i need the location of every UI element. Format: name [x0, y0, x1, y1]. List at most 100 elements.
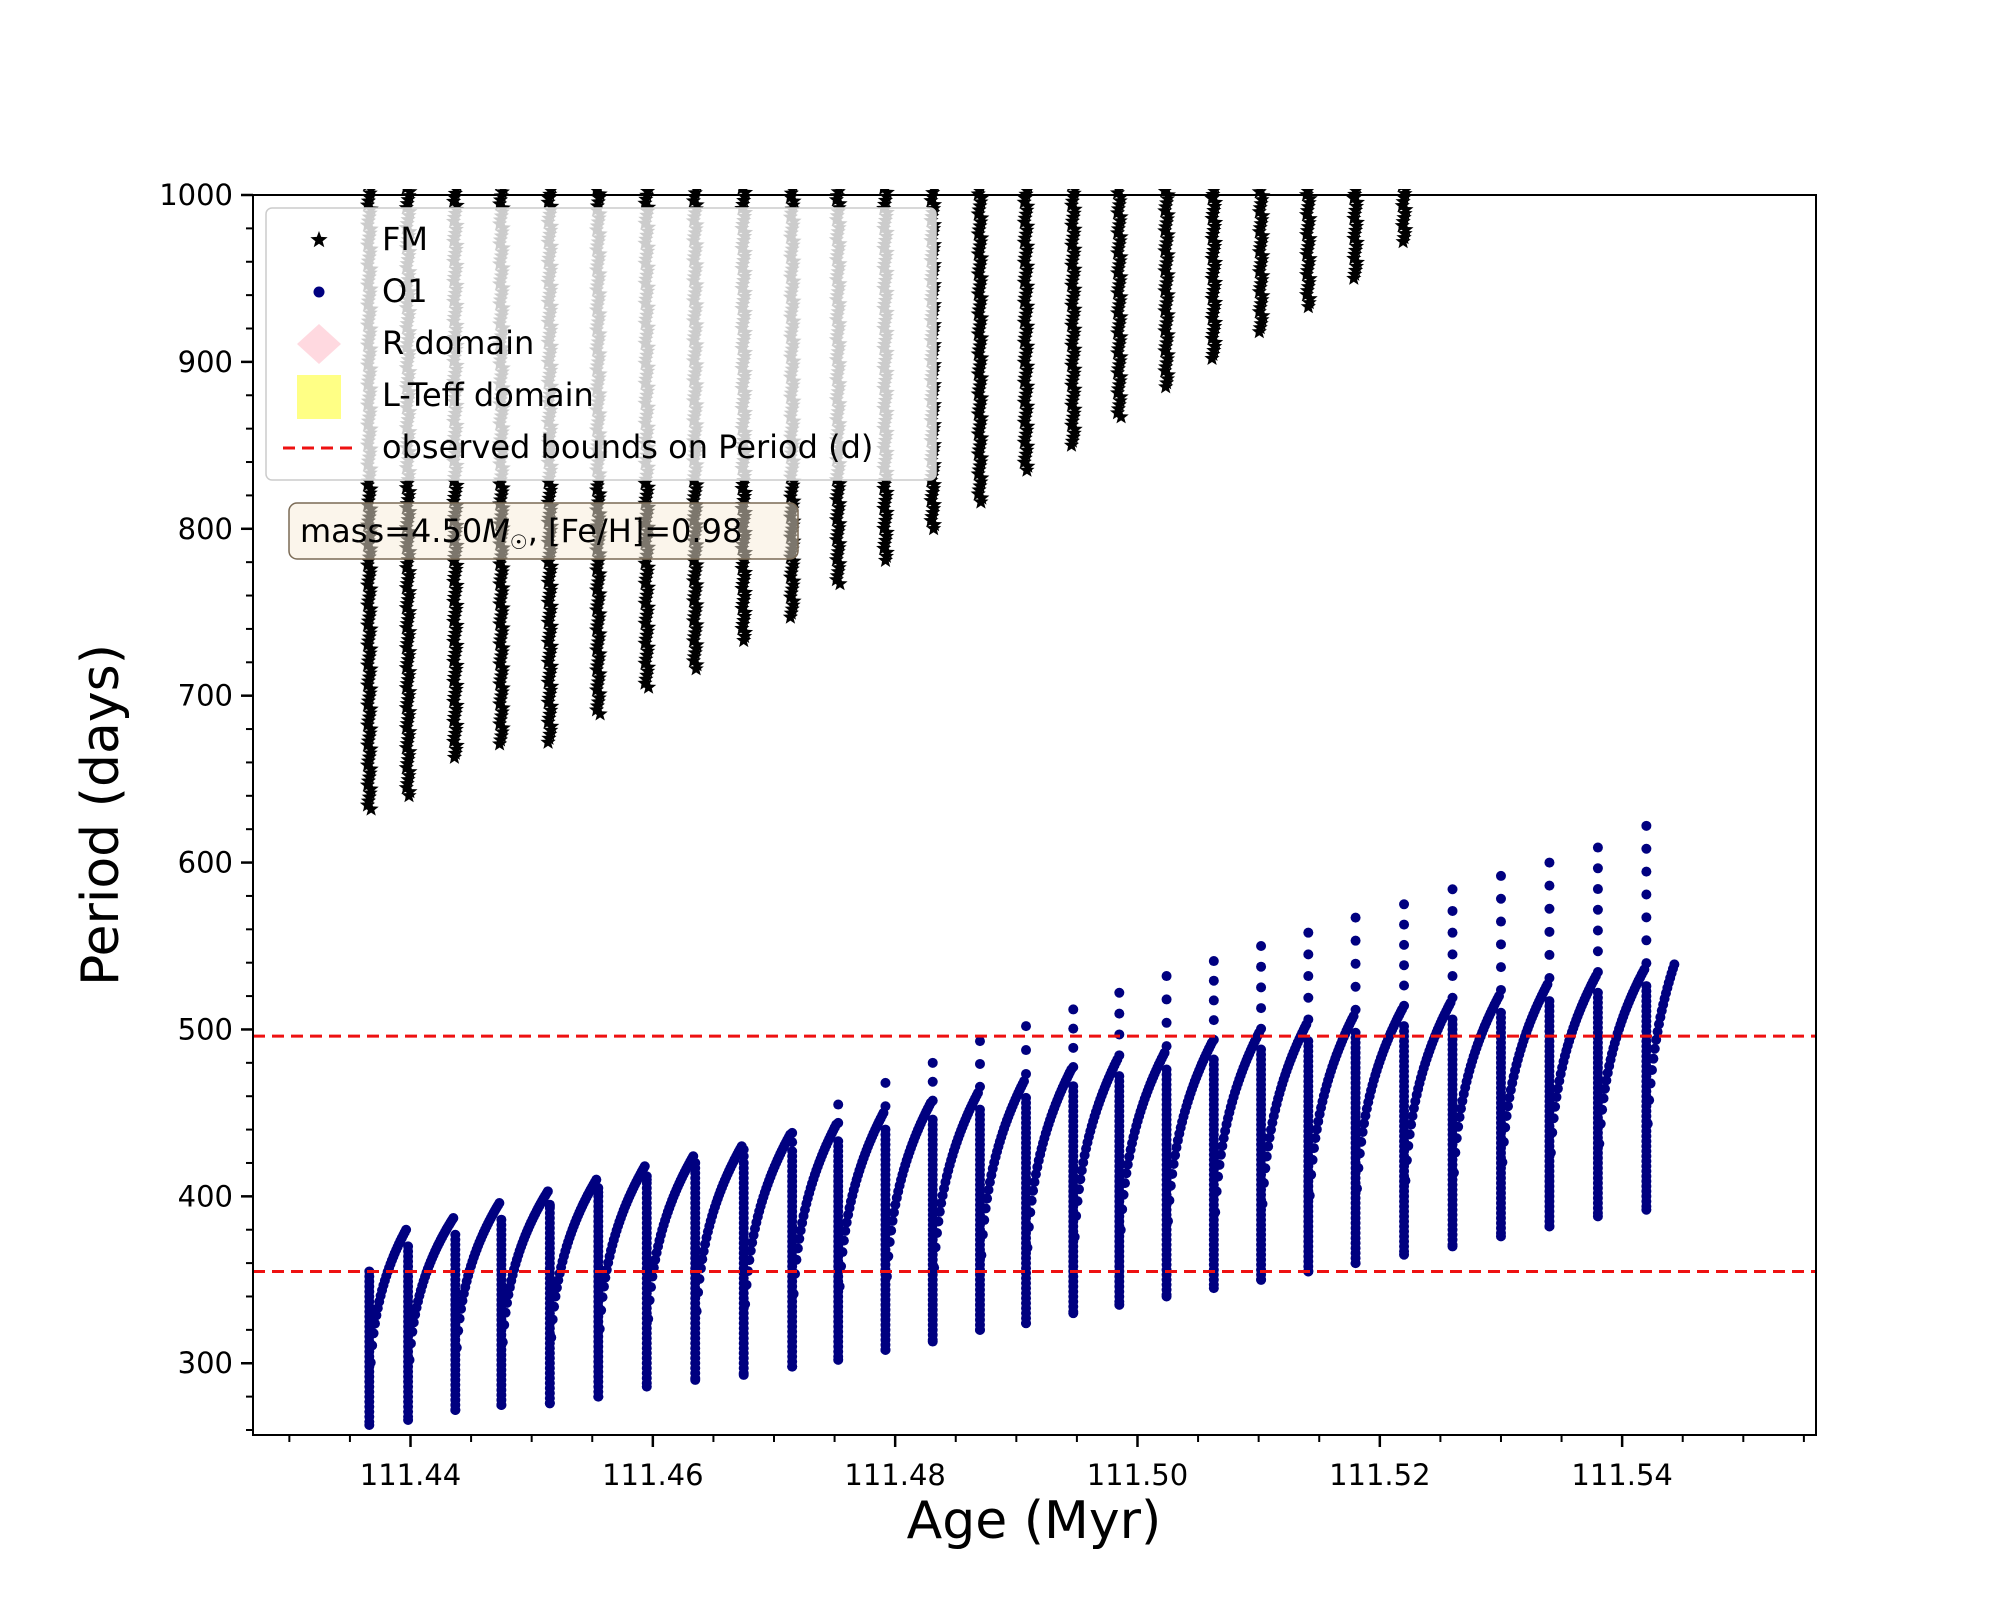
o1-point — [833, 1354, 844, 1365]
o1-point — [977, 1229, 988, 1240]
o1-point — [1399, 939, 1410, 950]
o1-point — [403, 1414, 414, 1425]
o1-point — [1028, 1185, 1039, 1196]
o1-point — [1165, 1180, 1176, 1191]
o1-point — [1117, 1204, 1128, 1215]
o1-point — [1495, 962, 1506, 973]
o1-point — [1021, 1068, 1032, 1079]
o1-point — [1359, 1118, 1370, 1129]
o1-point — [787, 1127, 798, 1138]
axis-ticks: 300 400 500 600 700 800 900 1000 111.44 111.46 111… — [159, 178, 1805, 1492]
o1-point — [1651, 1034, 1662, 1045]
o1-point — [1303, 971, 1314, 982]
o1-point — [1642, 1118, 1653, 1129]
o1-point — [1114, 1008, 1125, 1019]
fm-star-point — [1255, 189, 1265, 195]
o1-point — [1118, 1189, 1129, 1200]
o1-point — [1645, 1078, 1656, 1089]
legend-box — [265, 207, 937, 481]
o1-point — [1256, 1274, 1267, 1285]
o1-point — [1453, 1121, 1464, 1132]
o1-point — [976, 1250, 987, 1261]
y-tick-label: 700 — [178, 679, 233, 713]
o1-point — [1256, 941, 1267, 952]
o1-point — [1356, 1136, 1367, 1147]
o1-point — [1068, 1308, 1079, 1319]
o1-point — [1022, 1242, 1033, 1253]
o1-point — [697, 1254, 708, 1265]
o1-point — [1404, 1129, 1415, 1140]
o1-point — [1545, 1147, 1556, 1158]
o1-point — [1599, 1083, 1610, 1094]
o1-point — [886, 1225, 897, 1236]
x-tick-label: 111.54 — [1571, 1458, 1672, 1492]
o1-point — [738, 1369, 749, 1380]
y-tick-label: 1000 — [159, 178, 233, 212]
y-tick-label: 600 — [178, 846, 233, 880]
o1-point — [1021, 1021, 1032, 1032]
o1-point — [1076, 1165, 1087, 1176]
o1-point — [644, 1295, 655, 1306]
o1-point — [1641, 820, 1652, 831]
axes-frame — [252, 194, 1817, 1436]
fm-star-point — [691, 189, 701, 196]
o1-point — [883, 1251, 894, 1262]
o1-point — [1353, 1163, 1364, 1174]
o1-point — [1592, 925, 1603, 936]
o1-point — [1303, 927, 1314, 938]
o1-point — [1029, 1176, 1040, 1187]
o1-point — [1122, 1159, 1133, 1170]
o1-point — [1261, 1151, 1272, 1162]
o1-point — [597, 1292, 608, 1303]
fm-star-point — [592, 189, 603, 193]
fm-star-point — [788, 189, 798, 192]
o1-point — [837, 1247, 848, 1258]
legend-label-o1: O1 — [382, 272, 428, 310]
o1-point — [1551, 1092, 1562, 1103]
o1-point — [1161, 1017, 1172, 1028]
o1-point — [593, 1391, 604, 1402]
annotation-sun-subscript: ☉ — [510, 530, 528, 554]
o1-point — [974, 1036, 985, 1047]
o1-point — [494, 1198, 505, 1209]
y-tick-label: 500 — [178, 1012, 233, 1046]
o1-point — [1548, 1113, 1559, 1124]
o1-point — [1311, 1124, 1322, 1135]
o1-point — [838, 1235, 849, 1246]
o1-point — [1303, 992, 1314, 1003]
o1-point — [1161, 994, 1172, 1005]
o1-point — [884, 1237, 895, 1248]
x-tick-label: 111.52 — [1329, 1458, 1430, 1492]
o1-point — [936, 1198, 947, 1209]
o1-point — [1075, 1174, 1086, 1185]
annotation-mass: mass=4.50 — [300, 512, 482, 550]
o1-point — [591, 1174, 602, 1185]
o1-point — [1350, 912, 1361, 923]
o1-point — [1161, 971, 1172, 982]
o1-point — [546, 1332, 557, 1343]
o1-point — [690, 1374, 701, 1385]
o1-point — [454, 1313, 465, 1324]
o1-point — [1399, 980, 1410, 991]
o1-point — [1213, 1171, 1224, 1182]
o1-point — [1406, 1119, 1417, 1130]
o1-point — [643, 1313, 654, 1324]
o1-point — [496, 1399, 507, 1410]
o1-point — [1162, 1216, 1173, 1227]
o1-point — [1544, 972, 1555, 983]
y-tick-label: 300 — [178, 1346, 233, 1380]
o1-point — [738, 1144, 749, 1155]
o1-point — [795, 1225, 806, 1236]
fm-star-point — [1066, 189, 1077, 192]
o1-point — [1025, 1207, 1036, 1218]
o1-point — [1115, 1224, 1126, 1235]
o1-point — [1448, 1167, 1459, 1178]
o1-point — [1644, 1095, 1655, 1106]
fm-star-point — [834, 189, 844, 195]
o1-point — [502, 1297, 513, 1308]
annotation-feh: , [Fe/H]=0.98 — [528, 512, 743, 550]
o1-point — [691, 1306, 702, 1317]
o1-point — [1447, 884, 1458, 895]
o1-point — [1646, 1065, 1657, 1076]
